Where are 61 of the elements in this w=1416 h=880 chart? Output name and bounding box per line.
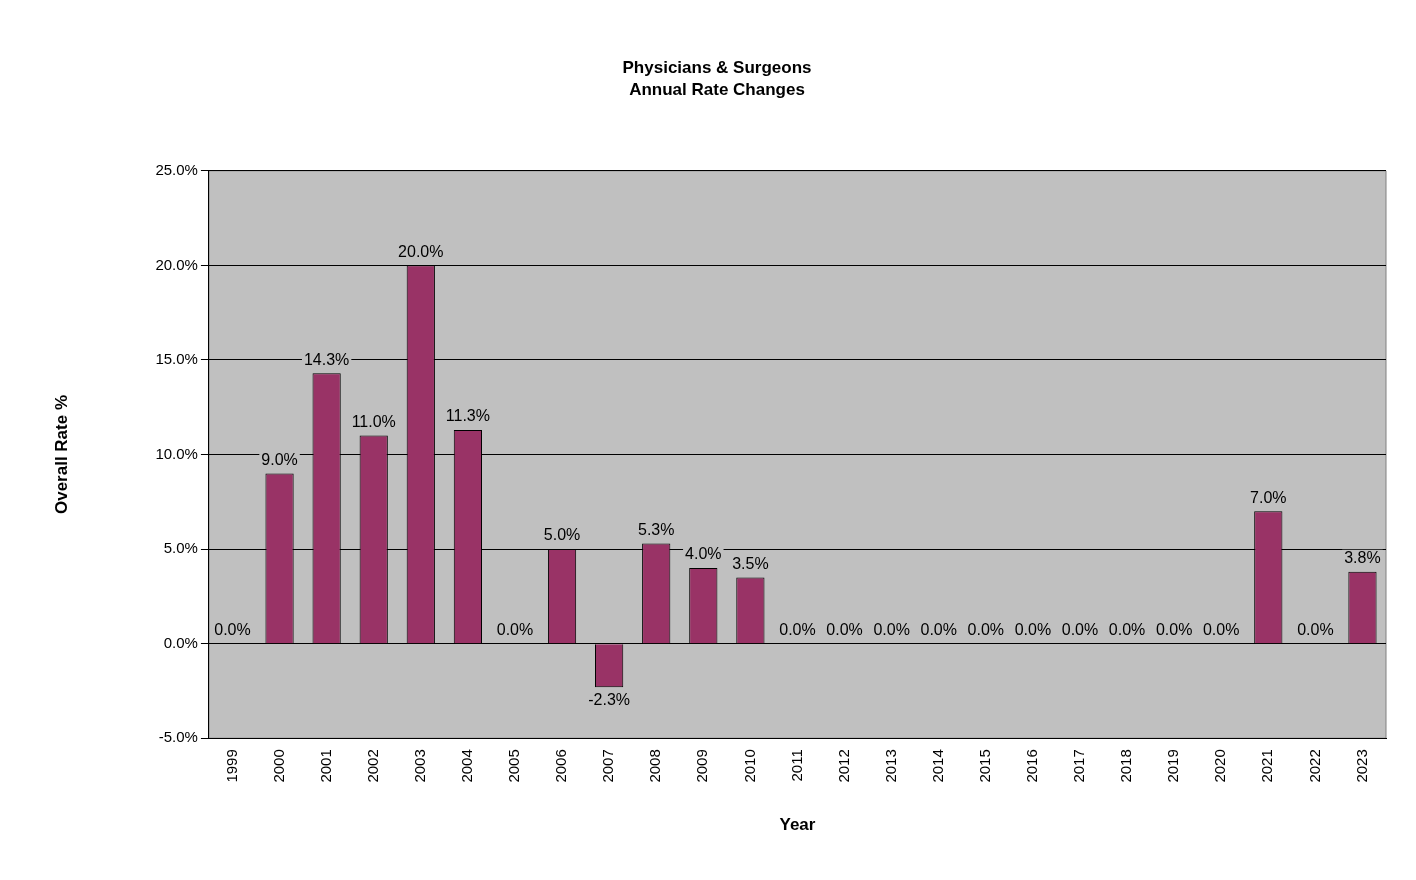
data-label: 3.5% — [732, 554, 769, 572]
x-tick-label: 2010 — [740, 749, 758, 783]
data-label: 0.0% — [1202, 621, 1240, 639]
chart-subtitle: Annual Rate Changes — [629, 80, 805, 100]
x-tick-label: 2012 — [834, 749, 852, 783]
data-label: 20.0% — [398, 242, 444, 260]
data-label: 0.0% — [1014, 621, 1052, 639]
data-label: 0.0% — [873, 621, 910, 639]
x-tick-label: 2005 — [505, 749, 523, 783]
data-label: 0.0% — [1155, 621, 1193, 639]
x-tick-label: 2001 — [316, 749, 334, 783]
x-tick-label: 2004 — [458, 749, 476, 783]
data-label: 0.0% — [779, 621, 816, 639]
x-tick-label: 2016 — [1023, 749, 1041, 783]
data-label: 11.0% — [351, 413, 396, 431]
y-tick-label: 5.0% — [163, 539, 198, 557]
x-tick-label: 2015 — [975, 749, 993, 783]
data-label: 7.0% — [1250, 488, 1287, 506]
x-tick-label: 2008 — [646, 749, 664, 783]
data-label: 14.3% — [303, 350, 350, 368]
data-label: 0.0% — [214, 621, 251, 639]
x-tick-label: 2002 — [363, 749, 381, 783]
data-label: 9.0% — [261, 450, 298, 468]
data-label: 0.0% — [1061, 621, 1099, 639]
x-tick-label: 2011 — [787, 749, 805, 782]
data-label: 0.0% — [920, 621, 957, 639]
data-label: 0.0% — [967, 621, 1005, 639]
x-tick-label: 2013 — [881, 749, 899, 783]
x-tick-label: 2022 — [1305, 749, 1323, 783]
x-tick-label: 2023 — [1352, 749, 1370, 783]
data-label: 0.0% — [826, 621, 863, 639]
chart-title: Physicians & Surgeons — [622, 57, 812, 77]
y-tick-label: 15.0% — [155, 350, 198, 368]
data-label: 3.8% — [1344, 549, 1381, 567]
y-axis-title: Overall Rate % — [51, 394, 71, 515]
data-label: 0.0% — [1297, 621, 1334, 639]
x-tick-label: 2020 — [1211, 749, 1229, 783]
y-tick-label: 20.0% — [155, 255, 198, 273]
data-label: 11.3% — [445, 407, 490, 425]
data-label: 4.0% — [685, 545, 722, 563]
y-tick-label: 25.0% — [155, 160, 198, 178]
data-label: 5.0% — [543, 526, 581, 544]
x-tick-label: 2021 — [1258, 749, 1276, 783]
x-tick-label: 2017 — [1070, 749, 1088, 783]
x-tick-label: 2007 — [599, 749, 617, 783]
data-label: 5.3% — [637, 520, 675, 538]
x-tick-label: 2003 — [410, 749, 428, 783]
data-label: -2.3% — [588, 690, 631, 708]
y-tick-label: 10.0% — [155, 444, 198, 462]
y-tick-label: 0.0% — [163, 633, 198, 651]
x-axis-title: Year — [779, 815, 816, 835]
x-tick-label: 2009 — [693, 749, 711, 783]
x-tick-label: 2018 — [1117, 749, 1135, 783]
data-label: 0.0% — [1108, 621, 1146, 639]
y-tick-label: -5.0% — [158, 728, 198, 746]
x-tick-label: 2019 — [1164, 749, 1182, 783]
x-tick-label: 1999 — [222, 749, 240, 783]
x-tick-label: 2000 — [269, 749, 287, 783]
data-label: 0.0% — [496, 621, 534, 639]
x-tick-label: 2014 — [928, 749, 946, 783]
x-tick-label: 2006 — [552, 749, 570, 783]
